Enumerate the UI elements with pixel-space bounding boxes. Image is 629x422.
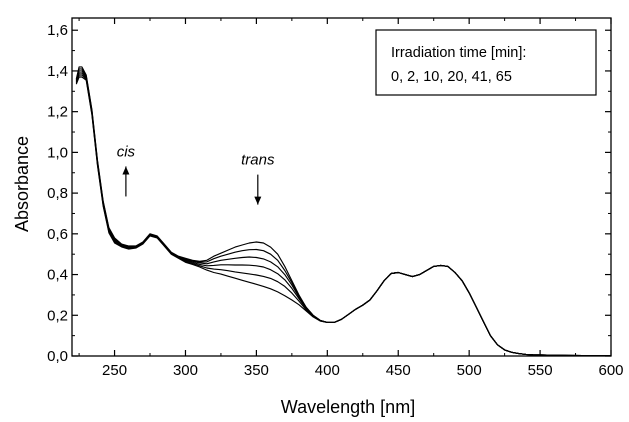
annotation-cis: cis [117, 143, 136, 160]
y-tick-label: 1,6 [47, 22, 68, 39]
x-tick-label: 450 [386, 362, 411, 379]
y-axis-title: Absorbance [12, 136, 32, 232]
y-tick-label: 0,0 [47, 348, 68, 365]
x-tick-label: 500 [457, 362, 482, 379]
y-tick-label: 0,8 [47, 185, 68, 202]
legend-box [375, 29, 597, 96]
plot-frame [71, 17, 612, 357]
y-tick-label: 1,0 [47, 144, 68, 161]
y-tick-label: 0,4 [47, 267, 68, 284]
series-line-4 [75, 74, 612, 357]
ticks-layer: 250 300 350 400 450 500 550 600 0,0 0,2 0,4 0,6 0,8 1… [47, 18, 624, 379]
series-line-1 [75, 68, 612, 357]
series-line-5 [75, 76, 612, 357]
legend-entries: 0, 2, 10, 20, 41, 65 [391, 69, 512, 85]
annotation-arrow-head [254, 196, 262, 205]
annotations-layer: cis trans [117, 143, 275, 205]
y-tick-label: 1,2 [47, 104, 68, 121]
annotation-arrow-head [122, 166, 130, 175]
y-tick-label: 1,4 [47, 63, 68, 80]
x-tick-label: 400 [315, 362, 340, 379]
series-layer [75, 66, 612, 357]
legend: Irradiation time [min]: 0, 2, 10, 20, 41… [375, 29, 597, 96]
x-tick-label: 550 [528, 362, 553, 379]
x-tick-label: 300 [173, 362, 198, 379]
y-tick-label: 0,6 [47, 226, 68, 243]
x-tick-label: 350 [244, 362, 269, 379]
x-axis-title: Wavelength [nm] [281, 397, 415, 417]
x-tick-label: 600 [598, 362, 623, 379]
series-line-2 [75, 70, 612, 357]
series-line-3 [75, 72, 612, 357]
y-tick-label: 0,2 [47, 307, 68, 324]
series-line-0 [75, 66, 612, 357]
x-tick-label: 250 [102, 362, 127, 379]
legend-title: Irradiation time [min]: [391, 45, 526, 61]
annotation-trans: trans [241, 152, 275, 169]
